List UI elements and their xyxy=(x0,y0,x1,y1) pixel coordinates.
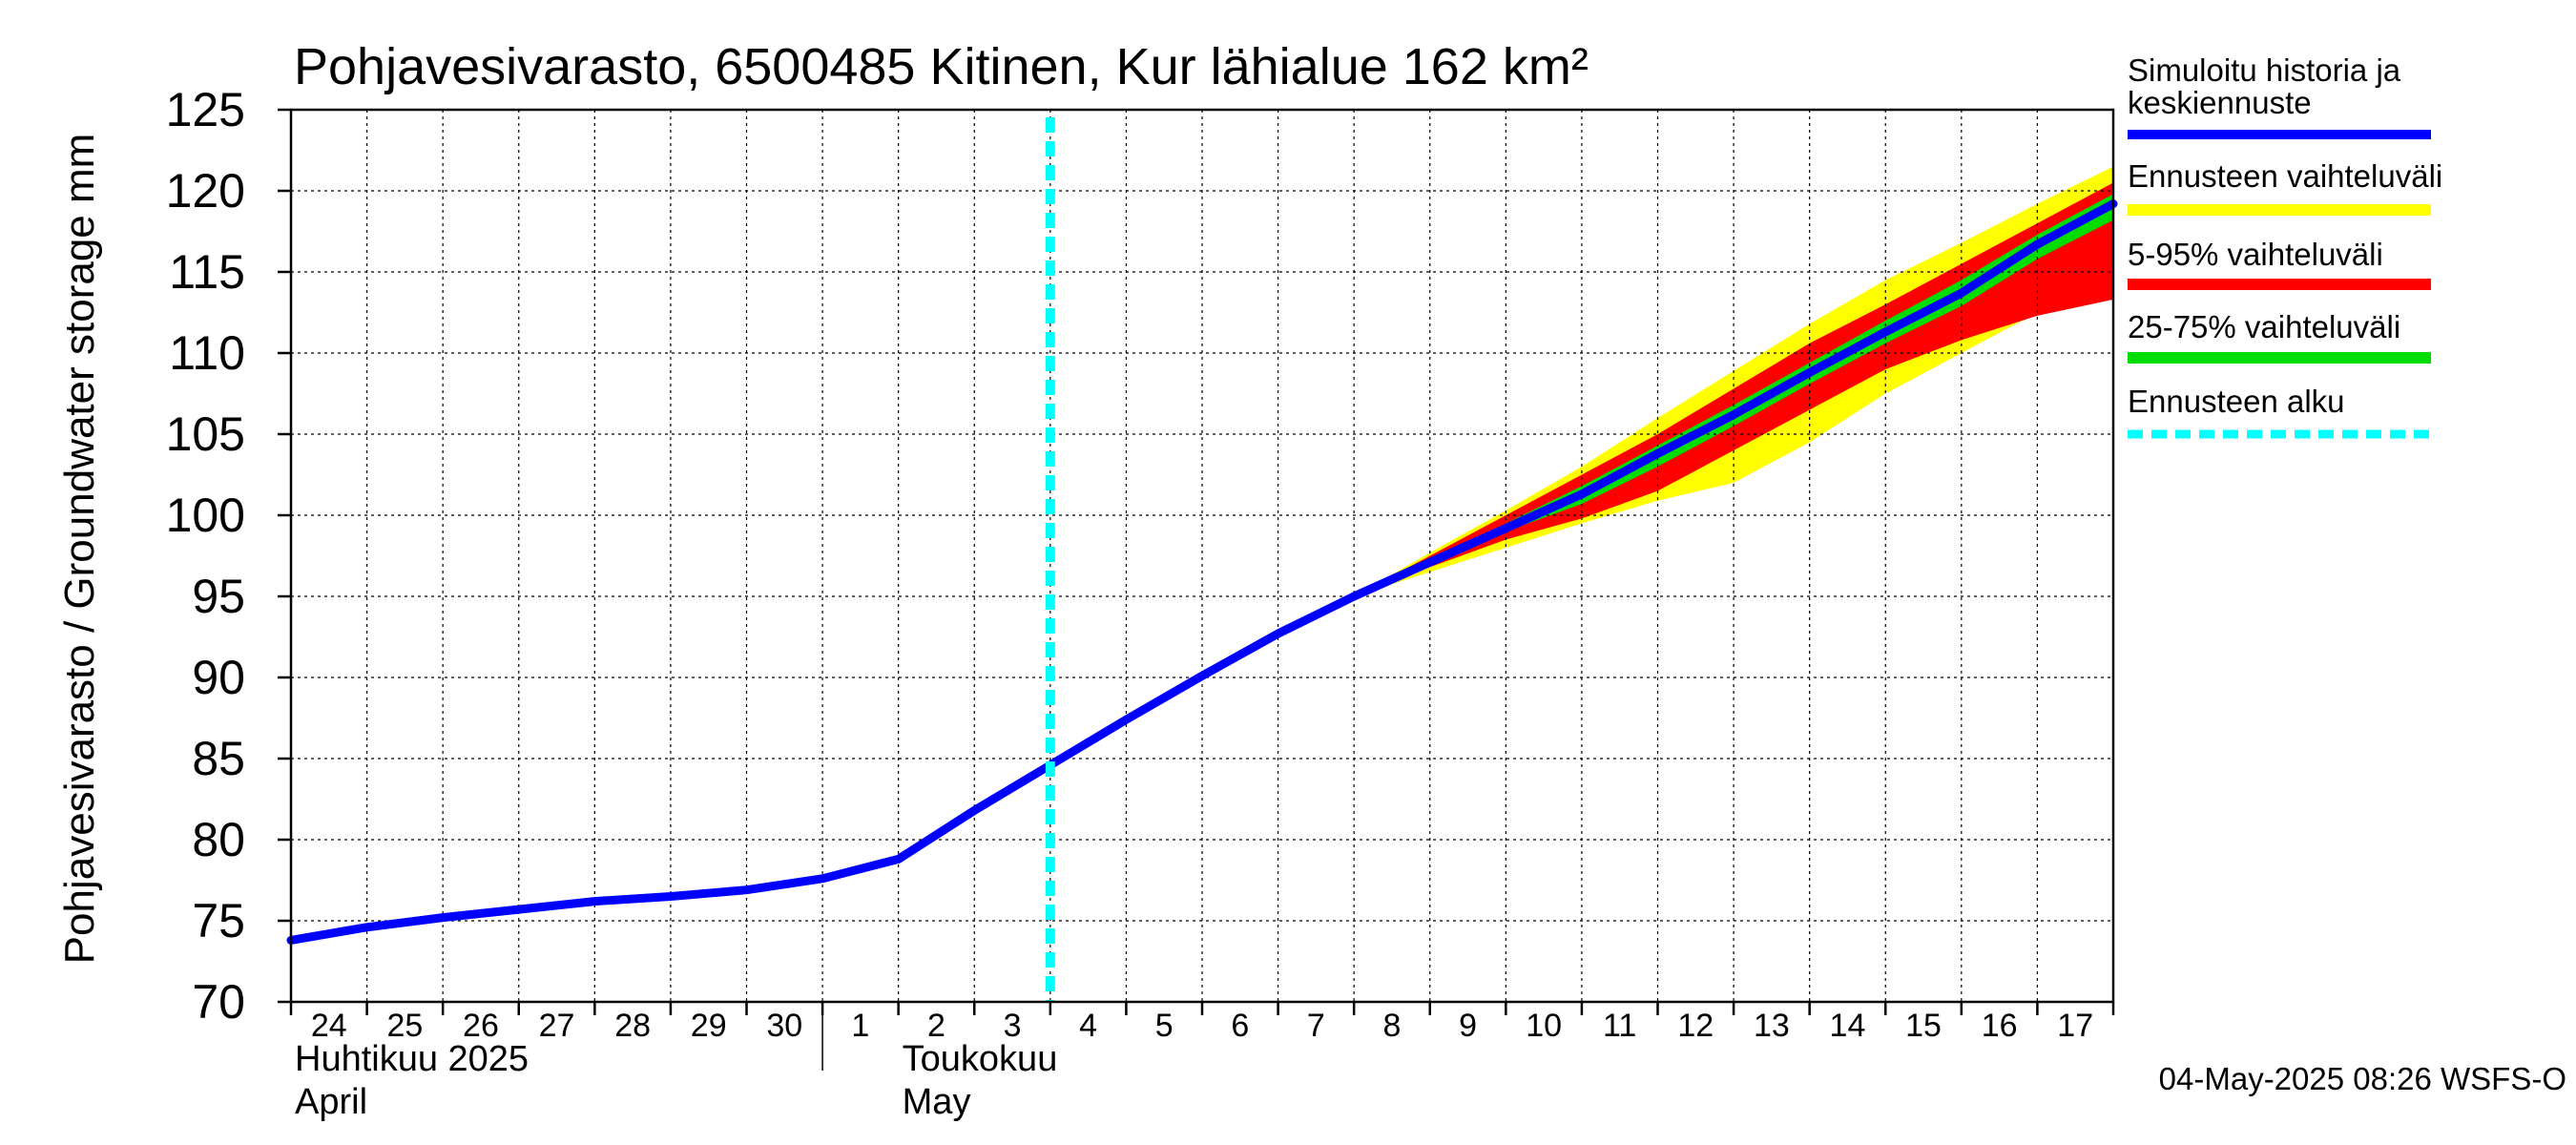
legend-label-25-75: 25-75% vaihteluväli xyxy=(2128,309,2400,344)
timestamp: 04-May-2025 08:26 WSFS-O xyxy=(2159,1061,2566,1096)
legend-label-5-95: 5-95% vaihteluväli xyxy=(2128,237,2383,272)
x-tick-label-4: 28 xyxy=(614,1008,651,1044)
y-tick-label-10: 120 xyxy=(166,164,245,218)
x-tick-label-15: 9 xyxy=(1459,1008,1477,1044)
x-tick-label-6: 30 xyxy=(766,1008,802,1044)
month-label-0-line1: Huhtikuu 2025 xyxy=(295,1039,529,1079)
x-tick-label-22: 16 xyxy=(1982,1008,2018,1044)
y-tick-label-5: 95 xyxy=(192,570,245,623)
grid xyxy=(290,109,2114,1003)
x-tick-label-14: 8 xyxy=(1382,1008,1401,1044)
x-tick-label-10: 4 xyxy=(1079,1008,1097,1044)
x-tick-label-23: 17 xyxy=(2057,1008,2093,1044)
x-axis: 24 25 26 27 28 29 30 1 2 3 4 5 6 7 8 9 10 11 12 13 14 15 16 17H… xyxy=(289,1002,2115,1122)
month-label-1-line1: Toukokuu xyxy=(903,1039,1058,1079)
series-line-0 xyxy=(286,199,2118,945)
x-tick-label-7: 1 xyxy=(851,1008,869,1044)
y-tick-label-11: 125 xyxy=(166,83,245,136)
y-axis: 70 75 80 85 90 95 100 105 110 115 120 125 xyxy=(166,83,291,1029)
x-tick-label-12: 6 xyxy=(1231,1008,1249,1044)
y-tick-label-8: 110 xyxy=(169,326,245,380)
x-tick-label-1: 25 xyxy=(386,1008,423,1044)
band-0 xyxy=(1354,166,2113,596)
x-tick-label-21: 15 xyxy=(1905,1008,1942,1044)
y-tick-label-0: 70 xyxy=(192,975,245,1029)
y-tick-label-4: 90 xyxy=(192,651,245,704)
x-tick-label-19: 13 xyxy=(1754,1008,1790,1044)
forecast-bands xyxy=(1354,166,2113,596)
legend-label-simulated-line2: keskiennuste xyxy=(2128,85,2312,120)
x-tick-label-9: 3 xyxy=(1004,1008,1022,1044)
series-layer xyxy=(286,199,2118,945)
y-axis-label: Pohjavesivarasto / Groundwater storage m… xyxy=(56,134,103,965)
legend-label-forecast-range: Ennusteen vaihteluväli xyxy=(2128,158,2442,194)
x-tick-label-11: 5 xyxy=(1155,1008,1174,1044)
y-tick-label-3: 85 xyxy=(192,732,245,785)
x-tick-label-13: 7 xyxy=(1307,1008,1325,1044)
x-tick-label-17: 11 xyxy=(1603,1008,1636,1044)
x-tick-label-2: 26 xyxy=(463,1008,499,1044)
legend: Simuloitu historia ja keskiennuste Ennus… xyxy=(2128,52,2442,439)
x-tick-label-5: 29 xyxy=(691,1008,727,1044)
legend-label-simulated-line1: Simuloitu historia ja xyxy=(2128,52,2401,88)
y-tick-label-7: 105 xyxy=(166,407,245,461)
x-tick-label-3: 27 xyxy=(539,1008,575,1044)
x-tick-label-16: 10 xyxy=(1526,1008,1562,1044)
x-tick-label-0: 24 xyxy=(311,1008,347,1044)
y-tick-label-6: 100 xyxy=(166,489,245,542)
month-label-1-line2: May xyxy=(903,1082,971,1122)
band-1 xyxy=(1354,182,2113,596)
month-label-0-line2: April xyxy=(295,1082,367,1122)
y-tick-label-2: 80 xyxy=(192,813,245,866)
y-tick-label-1: 75 xyxy=(192,894,245,947)
legend-label-forecast-start: Ennusteen alku xyxy=(2128,384,2345,419)
x-tick-label-20: 14 xyxy=(1830,1008,1866,1044)
x-tick-label-18: 12 xyxy=(1677,1008,1714,1044)
chart-title: Pohjavesivarasto, 6500485 Kitinen, Kur l… xyxy=(294,38,1589,95)
x-tick-label-8: 2 xyxy=(927,1008,945,1044)
y-tick-label-9: 115 xyxy=(169,245,245,299)
